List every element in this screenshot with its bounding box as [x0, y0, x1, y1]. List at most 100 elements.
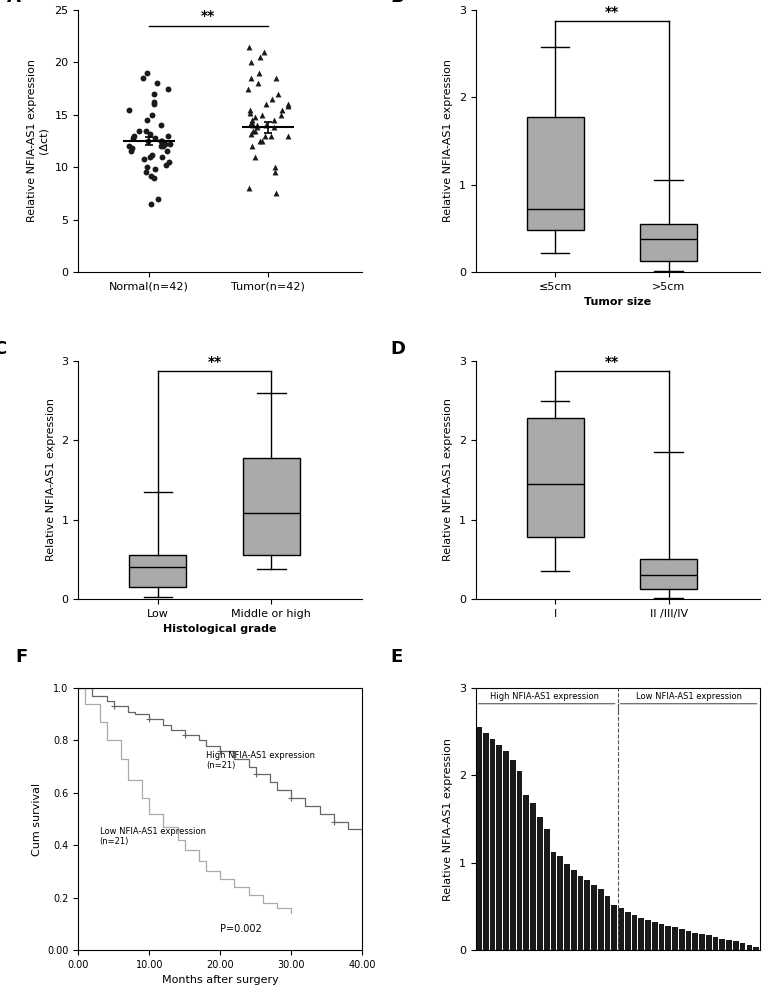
Point: [245, 54, 258, 70]
Point: [155, 117, 168, 133]
Bar: [733, 941, 738, 950]
Point: [272, 86, 284, 102]
Text: E: E: [391, 648, 402, 666]
Point: [150, 161, 162, 177]
Point: [244, 115, 257, 131]
Point: [152, 191, 164, 207]
PathPatch shape: [527, 117, 583, 230]
Point: [128, 128, 140, 144]
Point: [249, 123, 262, 139]
Bar: [632, 915, 637, 950]
Bar: [591, 885, 597, 950]
Text: High NFIA-AS1 expression
(n=21): High NFIA-AS1 expression (n=21): [206, 751, 315, 770]
Bar: [489, 739, 496, 950]
Point: [149, 130, 161, 146]
Bar: [503, 751, 509, 950]
Point: [242, 81, 254, 97]
Point: [265, 91, 278, 107]
Text: High NFIA-AS1 expression: High NFIA-AS1 expression: [490, 692, 600, 701]
Point: [148, 96, 161, 112]
Point: [142, 133, 154, 149]
Bar: [666, 926, 671, 950]
Bar: [746, 945, 752, 950]
Text: A: A: [7, 0, 21, 6]
Point: [146, 107, 158, 123]
Bar: [550, 852, 556, 950]
Point: [260, 117, 272, 133]
Y-axis label: Cum survival: Cum survival: [31, 782, 41, 856]
Point: [245, 138, 258, 154]
Point: [244, 126, 257, 142]
Point: [253, 65, 265, 81]
PathPatch shape: [640, 559, 697, 589]
Bar: [530, 803, 536, 950]
Point: [276, 102, 288, 118]
Text: P=0.002: P=0.002: [220, 924, 262, 934]
X-axis label: Months after surgery: Months after surgery: [162, 975, 279, 985]
X-axis label: Tumor size: Tumor size: [584, 297, 651, 307]
Point: [247, 117, 259, 133]
Text: B: B: [391, 0, 404, 6]
Point: [122, 102, 135, 118]
Point: [127, 130, 139, 146]
Point: [162, 81, 175, 97]
Text: **: **: [201, 9, 215, 23]
Point: [156, 133, 168, 149]
Point: [124, 143, 137, 159]
Point: [245, 70, 258, 86]
Y-axis label: Relative NFIA-AS1 expression: Relative NFIA-AS1 expression: [443, 59, 453, 222]
Bar: [496, 745, 502, 950]
Point: [256, 107, 269, 123]
Point: [275, 107, 287, 123]
Text: F: F: [16, 648, 28, 666]
Bar: [618, 908, 624, 950]
Bar: [476, 727, 482, 950]
Point: [246, 112, 258, 128]
Point: [269, 70, 282, 86]
Point: [141, 112, 153, 128]
Bar: [638, 918, 644, 950]
Text: **: **: [604, 355, 619, 369]
Point: [146, 147, 158, 163]
Bar: [652, 922, 658, 950]
Bar: [612, 905, 617, 950]
Bar: [584, 880, 590, 950]
Y-axis label: Relative NFIA-AS1 expression: Relative NFIA-AS1 expression: [443, 738, 453, 901]
PathPatch shape: [129, 555, 186, 587]
Point: [159, 136, 171, 152]
Point: [260, 96, 272, 112]
Bar: [571, 870, 576, 950]
Point: [151, 75, 164, 91]
Bar: [564, 864, 570, 950]
PathPatch shape: [527, 418, 583, 537]
Point: [269, 159, 281, 175]
Point: [268, 119, 280, 135]
Bar: [726, 940, 732, 950]
Point: [162, 128, 175, 144]
Point: [244, 105, 257, 121]
Point: [140, 65, 153, 81]
Point: [139, 164, 152, 180]
Point: [125, 140, 138, 156]
Bar: [699, 934, 705, 950]
Text: D: D: [391, 340, 406, 358]
Bar: [483, 733, 489, 950]
Text: **: **: [207, 355, 222, 369]
Point: [243, 180, 255, 196]
Bar: [517, 771, 522, 950]
Point: [147, 170, 160, 186]
Bar: [598, 889, 604, 950]
Point: [133, 123, 146, 139]
Point: [155, 138, 168, 154]
Y-axis label: Relative NFIA-AS1 expression: Relative NFIA-AS1 expression: [443, 398, 453, 561]
Point: [254, 49, 266, 65]
Point: [140, 159, 153, 175]
Bar: [740, 943, 745, 950]
Bar: [706, 935, 712, 950]
Point: [258, 44, 270, 60]
Y-axis label: Relative NFIA-AS1 expression
(Δct): Relative NFIA-AS1 expression (Δct): [27, 59, 49, 222]
Bar: [578, 876, 583, 950]
Point: [268, 112, 280, 128]
Bar: [672, 927, 678, 950]
Bar: [510, 760, 516, 950]
